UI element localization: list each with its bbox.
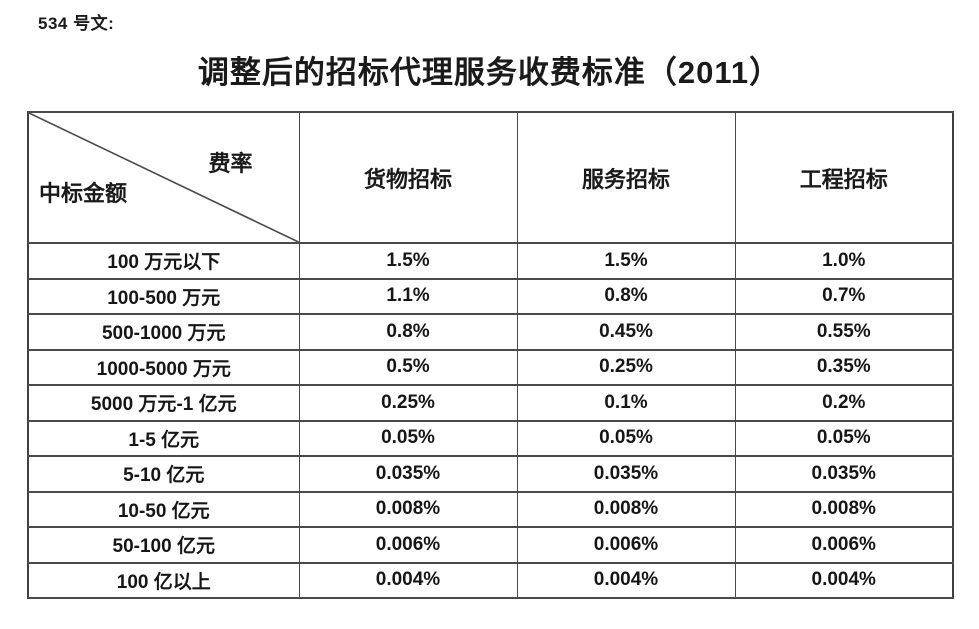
- table-row: 100 万元以下 1.5% 1.5% 1.0%: [27, 242, 954, 280]
- rate-cell-services: 0.8%: [516, 277, 736, 315]
- page-title: 调整后的招标代理服务收费标准（2011）: [197, 55, 782, 90]
- amount-range-cell: 100 万元以下: [27, 242, 300, 280]
- doc-number: 534 号文:: [38, 14, 115, 33]
- corner-cell: 费率 中标金额: [27, 111, 300, 244]
- rate-cell-services: 0.05%: [516, 419, 736, 457]
- rate-cell-goods: 1.5%: [298, 242, 518, 280]
- fee-table: 费率 中标金额 货物招标 服务招标 工程招标 100 万元以下 1.5% 1.5…: [27, 111, 954, 599]
- rate-cell-engineering: 0.05%: [734, 419, 954, 457]
- rate-cell-services: 1.5%: [516, 242, 736, 280]
- table-row: 1-5 亿元 0.05% 0.05% 0.05%: [27, 419, 954, 457]
- rate-cell-engineering: 0.008%: [734, 490, 954, 528]
- table-row: 500-1000 万元 0.8% 0.45% 0.55%: [27, 313, 954, 351]
- rate-cell-engineering: 0.7%: [734, 277, 954, 315]
- rate-cell-goods: 0.8%: [298, 313, 518, 351]
- header-row: 费率 中标金额 货物招标 服务招标 工程招标: [27, 111, 954, 244]
- amount-range-cell: 1000-5000 万元: [27, 348, 300, 386]
- rate-cell-engineering: 0.2%: [734, 384, 954, 422]
- amount-range-cell: 100-500 万元: [27, 277, 300, 315]
- column-header-services: 服务招标: [516, 111, 736, 244]
- amount-range-cell: 50-100 亿元: [27, 526, 300, 564]
- diagonal-divider-line: [29, 113, 299, 242]
- rate-cell-goods: 0.004%: [298, 561, 518, 599]
- table-row: 1000-5000 万元 0.5% 0.25% 0.35%: [27, 348, 954, 386]
- rate-cell-engineering: 0.035%: [734, 455, 954, 493]
- rate-cell-services: 0.004%: [516, 561, 736, 599]
- table-row: 50-100 亿元 0.006% 0.006% 0.006%: [27, 526, 954, 564]
- amount-range-cell: 5000 万元-1 亿元: [27, 384, 300, 422]
- rate-cell-engineering: 0.35%: [734, 348, 954, 386]
- rate-cell-engineering: 0.55%: [734, 313, 954, 351]
- rate-cell-services: 0.035%: [516, 455, 736, 493]
- corner-label-rate: 费率: [208, 151, 253, 176]
- rate-cell-engineering: 0.004%: [734, 561, 954, 599]
- table-row: 10-50 亿元 0.008% 0.008% 0.008%: [27, 490, 954, 528]
- column-header-engineering: 工程招标: [734, 111, 954, 244]
- rate-cell-engineering: 0.006%: [734, 526, 954, 564]
- table-body: 100 万元以下 1.5% 1.5% 1.0% 100-500 万元 1.1% …: [27, 242, 954, 599]
- amount-range-cell: 100 亿以上: [27, 561, 300, 599]
- column-header-goods: 货物招标: [298, 111, 518, 244]
- rate-cell-services: 0.1%: [516, 384, 736, 422]
- rate-cell-goods: 0.006%: [298, 526, 518, 564]
- rate-cell-goods: 0.008%: [298, 490, 518, 528]
- table-row: 100-500 万元 1.1% 0.8% 0.7%: [27, 277, 954, 315]
- amount-range-cell: 10-50 亿元: [27, 490, 300, 528]
- table-row: 100 亿以上 0.004% 0.004% 0.004%: [27, 561, 954, 599]
- rate-cell-goods: 0.035%: [298, 455, 518, 493]
- corner-label-amount: 中标金额: [39, 181, 128, 206]
- amount-range-cell: 5-10 亿元: [27, 455, 300, 493]
- rate-cell-goods: 1.1%: [298, 277, 518, 315]
- rate-cell-engineering: 1.0%: [734, 242, 954, 280]
- table-row: 5-10 亿元 0.035% 0.035% 0.035%: [27, 455, 954, 493]
- rate-cell-services: 0.25%: [516, 348, 736, 386]
- amount-range-cell: 500-1000 万元: [27, 313, 300, 351]
- rate-cell-services: 0.006%: [516, 526, 736, 564]
- rate-cell-goods: 0.5%: [298, 348, 518, 386]
- rate-cell-services: 0.008%: [516, 490, 736, 528]
- rate-cell-goods: 0.05%: [298, 419, 518, 457]
- amount-range-cell: 1-5 亿元: [27, 419, 300, 457]
- table-row: 5000 万元-1 亿元 0.25% 0.1% 0.2%: [27, 384, 954, 422]
- rate-cell-goods: 0.25%: [298, 384, 518, 422]
- rate-cell-services: 0.45%: [516, 313, 736, 351]
